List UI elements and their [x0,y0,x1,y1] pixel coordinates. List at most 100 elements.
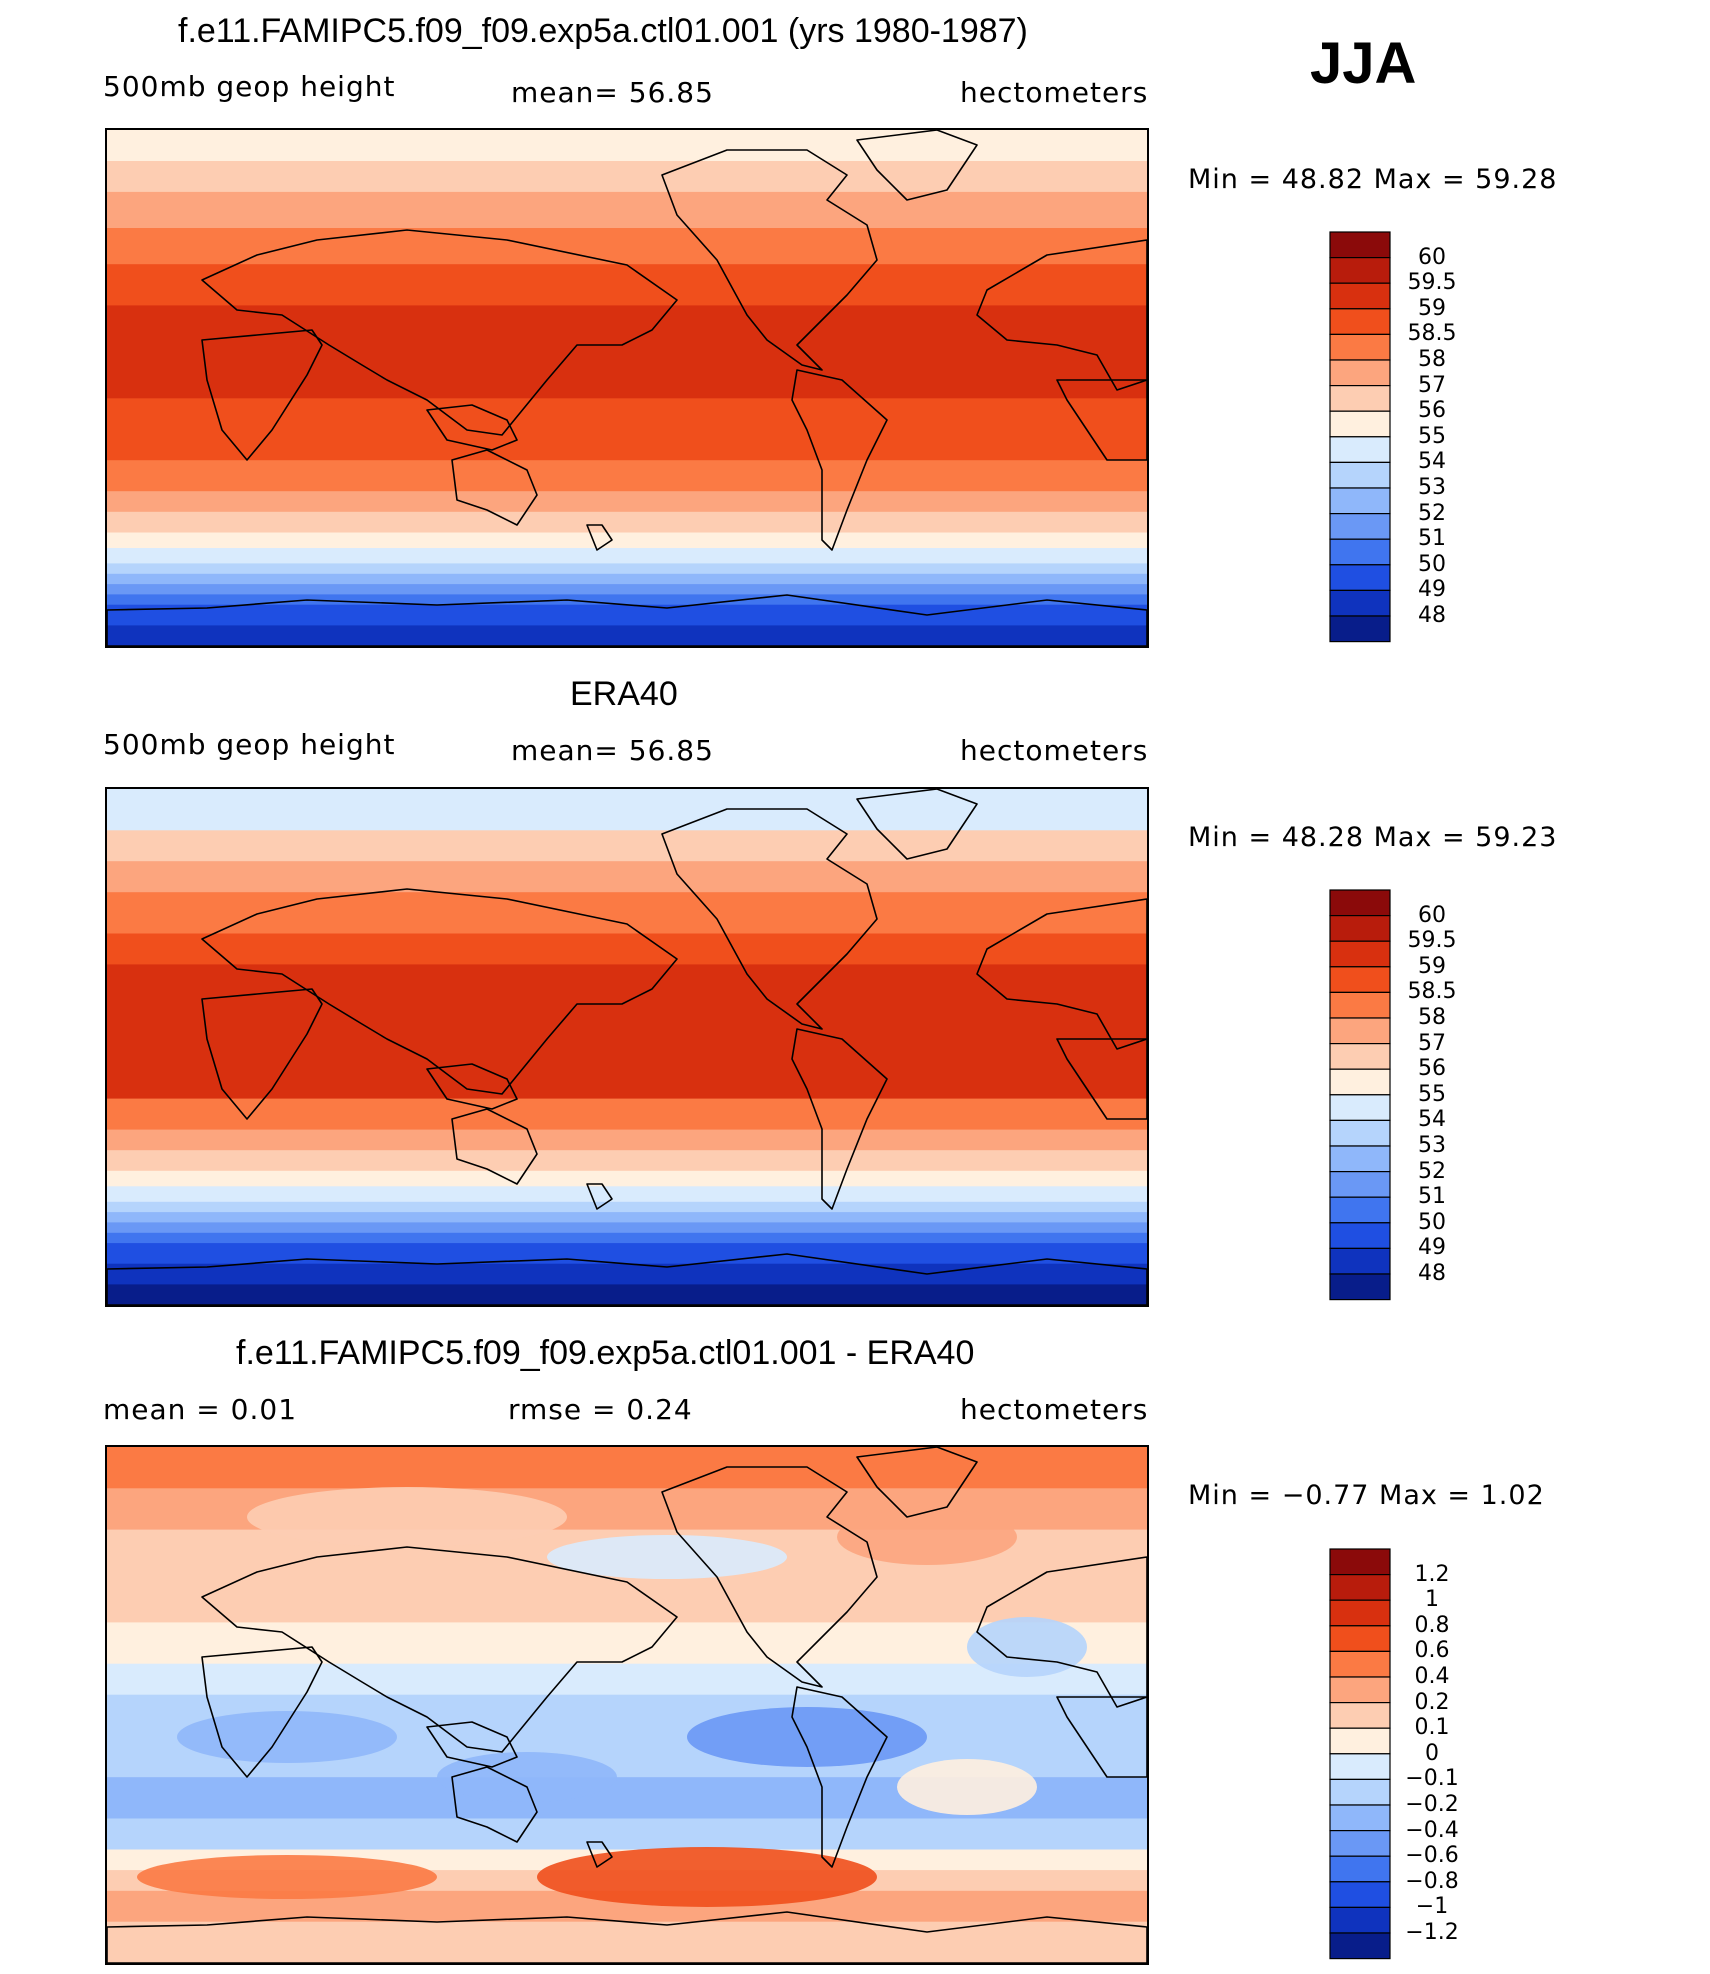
panel2-title: ERA40 [570,675,678,713]
map-band [107,1170,1147,1187]
map-band [107,1663,1147,1696]
panel3-mean: mean = 0.01 [103,1393,298,1426]
panel1-map [105,128,1149,648]
panel1-minmax: Min = 48.82 Max = 59.28 [1188,164,1558,195]
coastline [451,1766,538,1843]
map-band [107,625,1147,646]
anomaly-region [537,1847,877,1907]
colorbar-label: 52 [1418,500,1446,526]
colorbar-label: −0.6 [1405,1843,1459,1869]
colorbar-swatch [1329,1068,1391,1096]
coastline [1056,1696,1147,1778]
panel3-units: hectometers [960,1393,1149,1426]
map-band [107,830,1147,862]
colorbar-swatch [1329,1778,1391,1806]
colorbar-swatch [1329,436,1391,464]
panel2-map [105,787,1149,1307]
colorbar-swatch [1329,513,1391,540]
coastline [426,404,518,451]
colorbar-label: 59.5 [1407,928,1457,954]
panel3-rmse: rmse = 0.24 [508,1393,693,1426]
coastline [201,1546,678,1753]
colorbar-label: −0.8 [1405,1868,1459,1894]
colorbar-swatch [1329,1625,1391,1653]
colorbar-swatch [1329,915,1391,942]
anomaly-region [967,1617,1087,1677]
coastline [661,808,878,1030]
colorbar-swatch [1329,1881,1391,1908]
colorbar-label: 58 [1418,1005,1446,1030]
coastline [1056,1038,1147,1120]
map-band [107,892,1147,935]
colorbar-label: 55 [1418,423,1446,449]
map-band [107,1243,1147,1265]
colorbar-label: 0.4 [1414,1664,1450,1689]
coastline [586,1841,613,1868]
colorbar-label: 53 [1418,1133,1446,1158]
panel2-mean: mean= 56.85 [511,734,714,767]
colorbar-swatch [1329,1017,1391,1045]
coastline [856,789,978,860]
colorbar-label: 57 [1418,1030,1446,1056]
anomaly-region [137,1855,437,1899]
colorbar-label: 0.2 [1414,1689,1450,1715]
colorbar-swatch [1329,461,1391,489]
panel1-units: hectometers [960,76,1149,109]
map-band [107,305,1147,399]
map-band [107,228,1147,265]
coastline [976,898,1147,1050]
colorbar-swatch [1329,1273,1391,1301]
map-band [107,511,1147,533]
anomaly-region [177,1711,397,1763]
map-band [107,191,1147,229]
panel2-colorbar [1329,889,1391,1301]
map-band [107,460,1147,492]
map-band [107,1232,1147,1244]
anomaly-region [247,1487,567,1547]
coastline [586,1183,613,1210]
colorbar-swatch [1329,1830,1391,1857]
colorbar-label: 60 [1418,902,1446,928]
colorbar-label: 0.8 [1414,1612,1450,1638]
panel1-variable: 500mb geop height [103,70,396,103]
colorbar-swatch [1329,231,1391,259]
coastline [1056,379,1147,461]
map-band [107,604,1147,626]
coastline [107,1253,1147,1305]
colorbar-label: 59.5 [1407,270,1457,296]
panel1-colorbar [1329,231,1391,643]
colorbar-swatch [1329,1145,1391,1173]
colorbar-swatch [1329,1196,1391,1224]
colorbar-swatch [1329,282,1391,310]
colorbar-swatch [1329,333,1391,361]
colorbar-swatch [1329,615,1391,643]
colorbar-label: 56 [1418,1056,1446,1082]
anomaly-region [687,1707,927,1767]
colorbar-label: 55 [1418,1081,1446,1107]
colorbar-swatch [1329,889,1391,917]
colorbar-label: 0.1 [1414,1715,1450,1741]
colorbar-swatch [1329,1599,1391,1627]
colorbar-label: 50 [1418,551,1446,577]
colorbar-swatch [1329,1650,1391,1678]
map-band [107,398,1147,461]
coastline [107,1911,1147,1963]
colorbar-label: 59 [1418,953,1446,979]
map-band [107,1201,1147,1213]
coastline [976,239,1147,391]
colorbar-swatch [1329,940,1391,968]
colorbar-label: −0.4 [1405,1817,1459,1843]
colorbar-swatch [1329,1247,1391,1275]
colorbar-swatch [1329,1171,1391,1198]
map-band [107,1818,1147,1851]
coastline [451,449,538,526]
coastline [791,369,888,551]
colorbar-label: 54 [1418,1107,1446,1133]
map-band [107,1150,1147,1172]
colorbar-label: 59 [1418,295,1446,321]
colorbar-swatch [1329,1043,1391,1070]
map-band [107,1222,1147,1234]
colorbar-swatch [1329,1804,1391,1832]
colorbar-label: 56 [1418,398,1446,424]
colorbar-label: 53 [1418,475,1446,500]
